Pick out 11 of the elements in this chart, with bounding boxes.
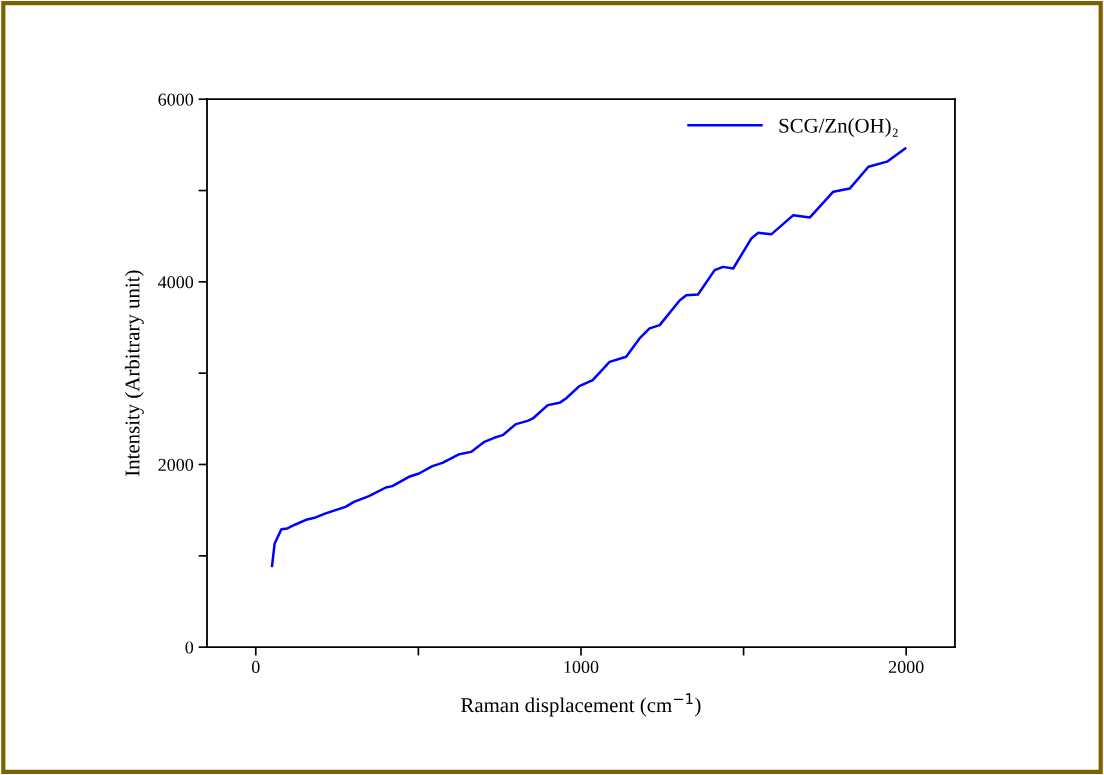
legend-label: SCG/Zn(OH)₂ [779,118,898,137]
y-tick-label: 2000 [158,458,194,471]
line-series [270,147,907,568]
y-axis-title: Intensity (Arbitrary unit) [124,270,144,476]
x-axis-title: Raman displacement (cm$^{−1}$) [461,693,701,717]
x-tick-label: 0 [251,660,260,674]
x-tick-label: 1000 [564,660,599,674]
y-tick-label: 6000 [158,93,194,106]
y-tick-label: 4000 [158,276,194,289]
x-tick-label: 2000 [888,660,924,674]
y-tick-label: 0 [185,641,194,654]
